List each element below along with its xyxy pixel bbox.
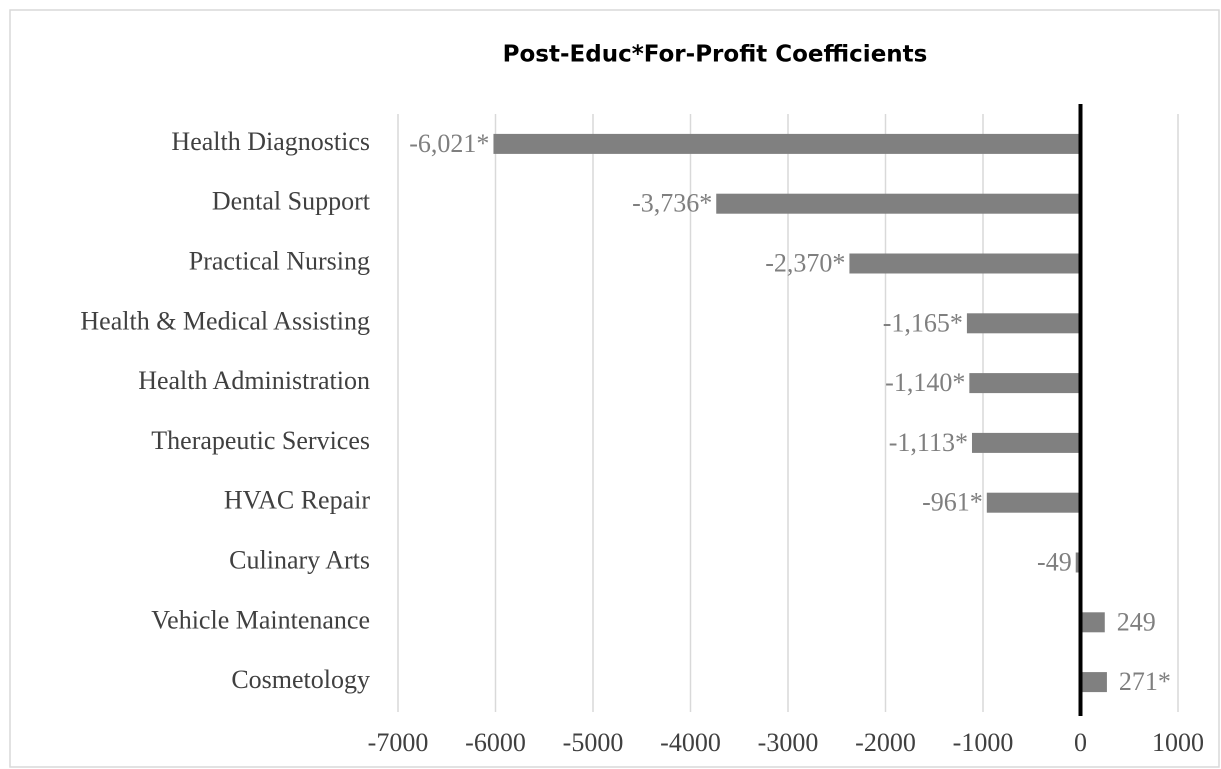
bar <box>1080 672 1107 693</box>
value-label: -49 <box>1037 547 1072 576</box>
category-label: HVAC Repair <box>224 486 370 515</box>
bar <box>986 492 1081 513</box>
x-tick-label: -1000 <box>953 728 1014 757</box>
bar <box>849 253 1081 274</box>
value-label: -3,736* <box>632 189 712 218</box>
category-label: Vehicle Maintenance <box>151 605 370 634</box>
bar <box>716 193 1081 214</box>
x-tick-label: -2000 <box>855 728 916 757</box>
category-label: Dental Support <box>212 187 371 216</box>
value-label: -961* <box>922 488 983 517</box>
category-label: Practical Nursing <box>189 246 370 275</box>
value-label: -6,021* <box>409 129 489 158</box>
x-tick-label: -5000 <box>563 728 624 757</box>
category-label: Culinary Arts <box>229 545 370 574</box>
category-label: Therapeutic Services <box>151 426 370 455</box>
category-label: Health & Medical Assisting <box>80 306 370 335</box>
category-label: Health Diagnostics <box>171 127 370 156</box>
bar <box>1075 552 1081 573</box>
x-tick-label: -6000 <box>465 728 526 757</box>
bar <box>969 373 1081 394</box>
value-label: -2,370* <box>765 248 845 277</box>
x-tick-label: 0 <box>1074 728 1087 757</box>
bar <box>1080 612 1105 633</box>
category-label: Health Administration <box>138 366 370 395</box>
chart-title: Post-Educ*For-Profit Coefficients <box>503 42 928 68</box>
category-label: Cosmetology <box>231 665 370 694</box>
value-label: 249 <box>1117 607 1156 636</box>
value-label: 271* <box>1119 667 1171 696</box>
value-label: -1,165* <box>883 308 963 337</box>
x-tick-label: 1000 <box>1152 728 1204 757</box>
value-label: -1,113* <box>889 428 968 457</box>
x-tick-label: -3000 <box>758 728 819 757</box>
bar <box>493 133 1081 154</box>
x-tick-label: -7000 <box>368 728 429 757</box>
x-tick-label: -4000 <box>660 728 721 757</box>
bar <box>971 432 1081 453</box>
value-label: -1,140* <box>885 368 965 397</box>
bar <box>966 313 1081 334</box>
